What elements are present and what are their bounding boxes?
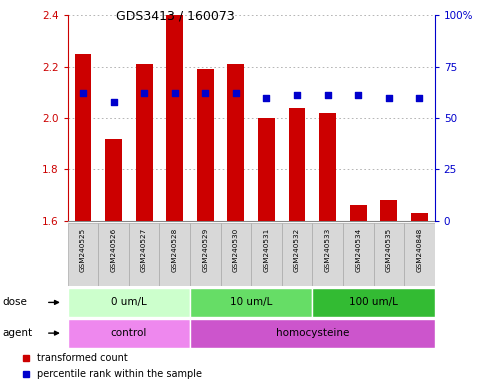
Bar [251,223,282,286]
Text: GSM240527: GSM240527 [141,228,147,272]
Text: GSM240526: GSM240526 [111,228,116,272]
Text: homocysteine: homocysteine [276,328,349,338]
Text: GSM240534: GSM240534 [355,228,361,272]
Bar [350,205,367,221]
Text: GSM240530: GSM240530 [233,228,239,272]
Bar [190,223,221,286]
Text: control: control [111,328,147,338]
Point [140,90,148,96]
Bar [68,319,190,348]
Bar [227,64,244,221]
Bar [190,288,313,317]
Point [263,94,270,101]
Text: GSM240529: GSM240529 [202,228,208,272]
Text: GSM240532: GSM240532 [294,228,300,272]
Text: GSM240848: GSM240848 [416,228,423,272]
Bar [74,54,91,221]
Text: GDS3413 / 160073: GDS3413 / 160073 [116,10,235,23]
Text: 10 um/L: 10 um/L [230,297,272,308]
Bar [258,118,275,221]
Bar [68,223,98,286]
Text: GSM240525: GSM240525 [80,228,86,272]
Point [324,93,331,99]
Bar [381,200,397,221]
Bar [68,288,190,317]
Bar [136,64,153,221]
Point [385,94,393,101]
Text: GSM240535: GSM240535 [386,228,392,272]
Bar [282,223,313,286]
Bar [166,15,183,221]
Bar [319,113,336,221]
Bar [105,139,122,221]
Point [201,90,209,96]
Bar [343,223,373,286]
Point [110,99,117,105]
Point [415,94,423,101]
Text: 0 um/L: 0 um/L [111,297,147,308]
Text: GSM240528: GSM240528 [171,228,178,272]
Bar [313,223,343,286]
Bar [159,223,190,286]
Point [171,90,179,96]
Bar [98,223,129,286]
Text: transformed count: transformed count [37,353,128,362]
Text: GSM240531: GSM240531 [263,228,270,272]
Bar [129,223,159,286]
Point [79,90,87,96]
Text: agent: agent [2,328,32,338]
Bar [289,108,305,221]
Bar [190,319,435,348]
Bar [411,213,428,221]
Text: GSM240533: GSM240533 [325,228,331,272]
Point [355,93,362,99]
Point [293,93,301,99]
Text: 100 um/L: 100 um/L [349,297,398,308]
Text: percentile rank within the sample: percentile rank within the sample [37,369,202,379]
Text: dose: dose [2,297,28,308]
Bar [404,223,435,286]
Bar [197,69,213,221]
Bar [313,288,435,317]
Point [232,90,240,96]
Bar [373,223,404,286]
Bar [221,223,251,286]
